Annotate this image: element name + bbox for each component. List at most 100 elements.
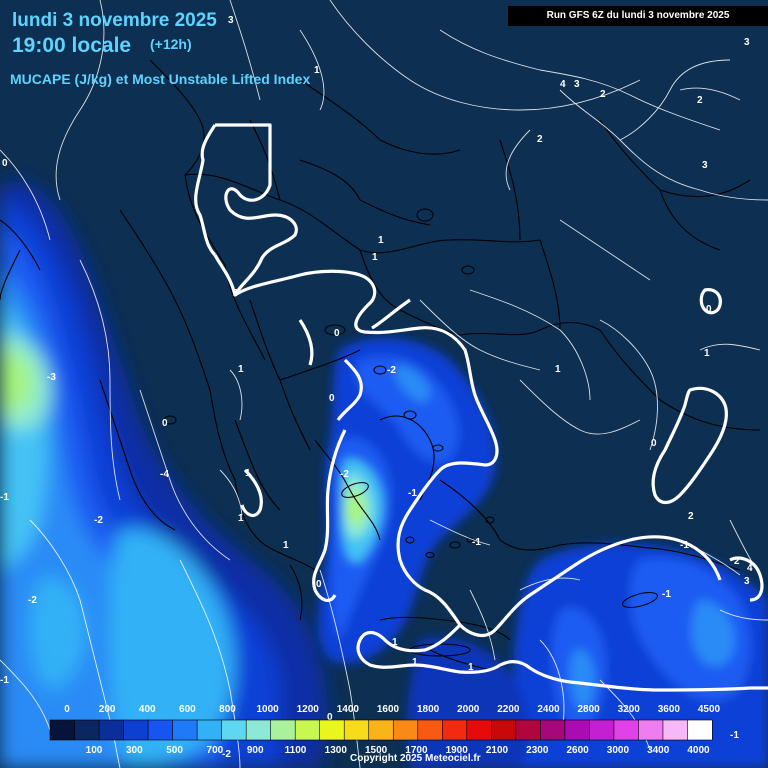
legend-swatch <box>196 719 223 741</box>
contour-label: 4 <box>560 79 566 90</box>
map-date: lundi 3 novembre 2025 <box>12 10 217 31</box>
contour-label: 1 <box>372 252 378 263</box>
legend-top-label: 3200 <box>617 704 640 715</box>
contour-label: 3 <box>228 15 234 26</box>
contour-label: 3 <box>574 79 580 90</box>
legend-top-label: 2800 <box>577 704 600 715</box>
legend-top-label: 1400 <box>336 704 359 715</box>
map-valid-time: 19:00 locale <box>12 34 132 57</box>
contour-label: 1 <box>555 364 561 375</box>
legend-swatch <box>589 719 615 741</box>
legend-swatch <box>319 719 345 741</box>
legend-top-label: 200 <box>98 704 116 715</box>
legend-swatch <box>245 719 272 741</box>
map-parameter: MUCAPE (J/kg) et Most Unstable Lifted In… <box>10 71 311 87</box>
legend-top-label: 1000 <box>256 704 279 715</box>
legend-bottom-label: 4000 <box>687 745 710 756</box>
contour-label: 1 <box>704 348 710 359</box>
contour-label: 0 <box>233 288 239 299</box>
islands <box>163 208 658 657</box>
forecast-offset: (+12h) <box>150 36 192 52</box>
contour-label: 0 <box>316 579 322 590</box>
legend-swatch <box>564 719 591 741</box>
contour-label: 0 <box>327 712 333 723</box>
contour-label: 1 <box>378 235 384 246</box>
legend-swatch <box>343 719 370 741</box>
legend-swatch <box>221 719 247 741</box>
contour-label: 1 <box>238 364 244 375</box>
legend-bottom-label: 500 <box>166 745 183 756</box>
country-borders <box>149 59 761 511</box>
contour-label: -2 <box>340 469 349 480</box>
contour-label: 1 <box>412 657 418 668</box>
legend-bottom-label: 3000 <box>606 745 630 756</box>
legend-bottom-label: 300 <box>125 745 143 756</box>
contour-label: -2 <box>387 365 396 376</box>
contour-label: 0 <box>651 438 657 449</box>
contour-label: -1 <box>730 730 739 741</box>
legend-bottom-label: 2600 <box>566 745 589 756</box>
contour-label: -2 <box>28 595 37 606</box>
legend-swatch <box>392 719 419 741</box>
legend-swatch <box>613 719 640 741</box>
legend-swatch <box>147 719 174 741</box>
contour-label: 3 <box>744 576 750 587</box>
contour-label: 1 <box>245 468 251 479</box>
legend-top-label: 2000 <box>457 704 480 715</box>
copyright: Copyright 2025 Meteociel.fr <box>350 753 481 764</box>
contour-label: 2 <box>600 89 606 100</box>
legend-bottom-label: 2300 <box>526 745 549 756</box>
contour-label: 1 <box>314 65 320 76</box>
contour-label: -3 <box>47 372 56 383</box>
color-scale-legend: 0 200 400 600 800 1000 1200 1400 1600 1800 2000 220… <box>0 700 768 768</box>
legend-top-label: 400 <box>138 704 156 715</box>
legend-top-label: 1200 <box>296 704 319 715</box>
color-scale-bar <box>49 719 713 741</box>
contour-label: 4 <box>747 563 753 574</box>
legend-swatch <box>270 719 296 741</box>
coastlines <box>0 209 741 671</box>
legend-swatch <box>540 719 566 741</box>
legend-swatch <box>687 719 713 741</box>
legend-top-label: 2400 <box>537 704 560 715</box>
contour-label: 2 <box>734 556 740 567</box>
legend-top-label: 600 <box>179 704 196 715</box>
cape-shading-west <box>0 181 328 768</box>
contour-label: 0 <box>329 393 335 404</box>
legend-top-label: 3600 <box>657 704 680 715</box>
contour-label: -2 <box>222 749 231 760</box>
legend-top-label: 2200 <box>497 704 520 715</box>
legend-bottom-label: 1900 <box>445 745 468 756</box>
contour-label: 3 <box>702 160 708 171</box>
contour-label: -1 <box>680 540 689 551</box>
legend-swatch <box>123 719 149 741</box>
legend-swatch <box>74 719 100 741</box>
contour-label: -4 <box>160 469 169 480</box>
lifted-index-zero-contours <box>194 123 768 692</box>
legend-swatch <box>294 719 321 741</box>
legend-swatch <box>638 719 664 741</box>
contour-label: 2 <box>697 95 703 106</box>
legend-swatch <box>172 719 198 741</box>
legend-swatch <box>491 719 517 741</box>
legend-bottom-label: 1100 <box>284 745 307 756</box>
contour-label: 0 <box>706 304 712 315</box>
contour-label: 1 <box>238 513 244 524</box>
contour-labels: 3 3 4 3 2 2 3 2 1 1 1 0 0 1 1 0 0 0 -2 -… <box>0 15 753 760</box>
legend-top-label: 800 <box>219 704 236 715</box>
contour-label: 0 <box>334 328 340 339</box>
contour-label: 2 <box>688 511 694 522</box>
contour-label: -1 <box>0 492 9 503</box>
contour-label: 3 <box>744 37 750 48</box>
legend-bottom-label: 3400 <box>647 745 670 756</box>
contour-label: 0 <box>2 158 8 169</box>
legend-bottom-label: 100 <box>85 745 103 756</box>
legend-swatch <box>98 719 125 741</box>
contour-label: -1 <box>662 589 671 600</box>
contour-label: -1 <box>408 488 417 499</box>
contour-label: 0 <box>162 418 168 429</box>
legend-swatch <box>368 719 394 741</box>
legend-swatch <box>662 719 689 741</box>
